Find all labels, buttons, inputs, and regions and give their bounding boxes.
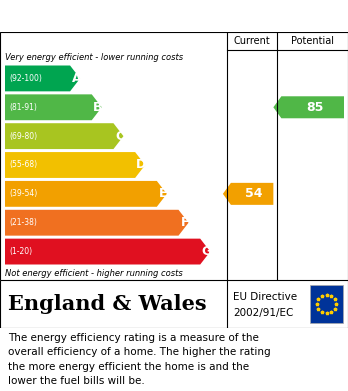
Polygon shape <box>274 96 344 118</box>
Text: Current: Current <box>234 36 270 46</box>
Text: (55-68): (55-68) <box>9 160 37 170</box>
Text: Energy Efficiency Rating: Energy Efficiency Rating <box>8 9 218 23</box>
Text: The energy efficiency rating is a measure of the
overall efficiency of a home. T: The energy efficiency rating is a measur… <box>8 333 271 386</box>
Text: 54: 54 <box>245 187 263 200</box>
Text: (39-54): (39-54) <box>9 189 37 198</box>
Polygon shape <box>5 94 102 120</box>
Text: Potential: Potential <box>291 36 334 46</box>
Polygon shape <box>5 181 167 207</box>
Text: B: B <box>93 101 103 114</box>
Text: Not energy efficient - higher running costs: Not energy efficient - higher running co… <box>5 269 183 278</box>
Polygon shape <box>5 210 189 236</box>
Text: E: E <box>159 187 168 200</box>
Text: C: C <box>115 130 125 143</box>
Text: (81-91): (81-91) <box>9 103 37 112</box>
Text: (92-100): (92-100) <box>9 74 42 83</box>
Text: G: G <box>201 245 211 258</box>
Text: England & Wales: England & Wales <box>8 294 207 314</box>
Bar <box>310 285 343 323</box>
Text: Very energy efficient - lower running costs: Very energy efficient - lower running co… <box>5 52 183 61</box>
Text: 85: 85 <box>306 101 323 114</box>
Text: F: F <box>181 216 190 229</box>
Text: D: D <box>136 158 146 172</box>
Text: (21-38): (21-38) <box>9 218 37 227</box>
Text: (69-80): (69-80) <box>9 132 37 141</box>
Text: EU Directive: EU Directive <box>233 292 297 302</box>
Polygon shape <box>5 239 210 264</box>
Polygon shape <box>223 183 274 205</box>
Text: 2002/91/EC: 2002/91/EC <box>233 308 293 317</box>
Polygon shape <box>5 123 124 149</box>
Polygon shape <box>5 66 80 91</box>
Text: A: A <box>71 72 81 85</box>
Text: (1-20): (1-20) <box>9 247 32 256</box>
Polygon shape <box>5 152 145 178</box>
